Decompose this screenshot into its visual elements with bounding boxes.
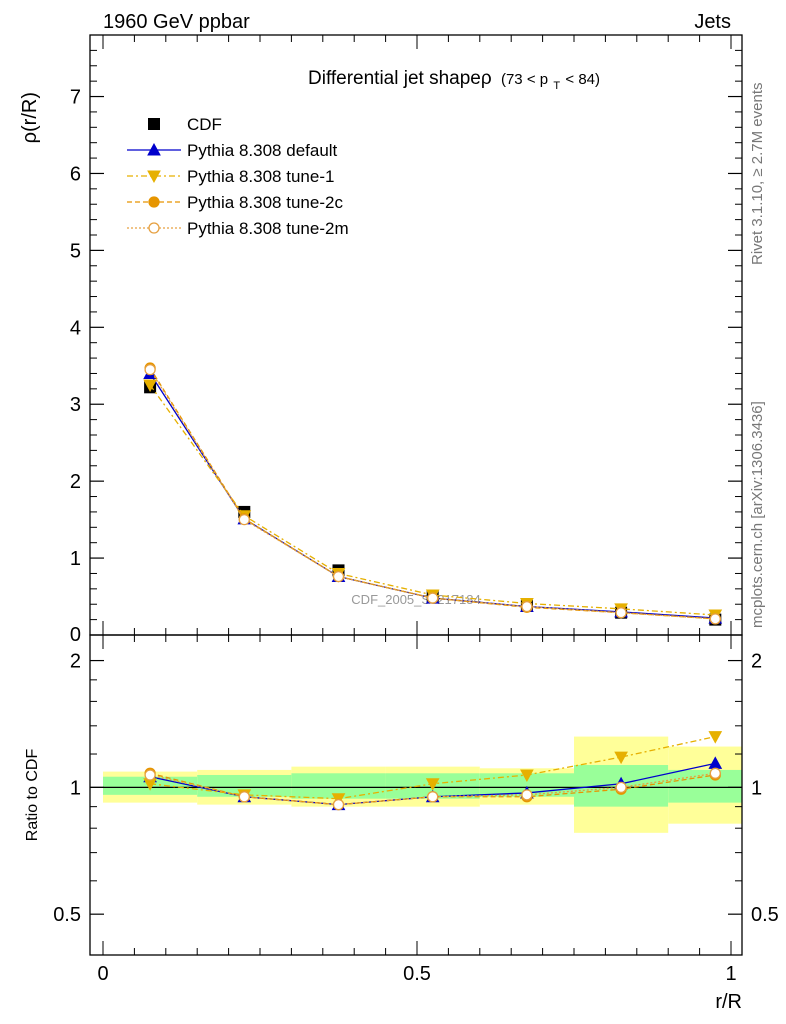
series-line bbox=[149, 369, 716, 620]
main-plot-title-text: Differential jet shapeρ bbox=[308, 68, 492, 89]
ratio-ytick-label: 0.5 bbox=[53, 904, 81, 926]
main-ytick-label: 0 bbox=[70, 624, 81, 646]
ratio-series-marker bbox=[615, 781, 627, 794]
ratio-plot-panel: Ratio to CDF r/R 0.5 0.5 1 1 2 2 0 0.5 1 bbox=[24, 634, 779, 1013]
series-marker bbox=[427, 592, 439, 604]
ratio-plot-xlabel: r/R bbox=[715, 991, 742, 1013]
ratio-xtick-label: 0 bbox=[97, 963, 108, 985]
main-plot-title-sub: T bbox=[553, 80, 560, 92]
ratio-ytick-label: 2 bbox=[70, 651, 81, 673]
ratio-plot-frame bbox=[89, 634, 743, 956]
main-plot-title-range-end: < 84) bbox=[565, 71, 600, 88]
ratio-plot-ylabel: Ratio to CDF bbox=[24, 749, 41, 842]
legend-label: Pythia 8.308 tune-2c bbox=[187, 193, 343, 212]
ratio-ytick-label-right: 0.5 bbox=[751, 904, 779, 926]
ratio-series-marker bbox=[708, 731, 723, 744]
legend: CDF Pythia 8.308 default Pythia 8.308 tune… bbox=[127, 115, 349, 238]
ratio-ytick-label-right: 2 bbox=[751, 651, 762, 673]
ratio-series-marker bbox=[238, 791, 250, 803]
legend-label: Pythia 8.308 tune-2m bbox=[187, 219, 349, 238]
legend-label: Pythia 8.308 default bbox=[187, 141, 338, 160]
legend-marker bbox=[148, 222, 160, 234]
source-label: mcplots.cern.ch [arXiv:1306.3436] bbox=[749, 401, 766, 628]
legend-label: Pythia 8.308 tune-1 bbox=[187, 167, 334, 186]
legend-marker-cdf bbox=[148, 118, 160, 130]
legend-marker bbox=[147, 170, 161, 184]
ratio-xtick-label: 1 bbox=[725, 963, 736, 985]
series-marker bbox=[238, 513, 250, 526]
ratio-series-marker bbox=[425, 778, 440, 791]
series-marker bbox=[615, 607, 627, 619]
rivet-version-label: Rivet 3.1.10, ≥ 2.7M events bbox=[749, 83, 766, 266]
main-ytick-label: 5 bbox=[70, 240, 81, 262]
series-line bbox=[149, 373, 716, 619]
uncertainty-band-inner bbox=[668, 769, 742, 803]
series-marker bbox=[332, 570, 345, 583]
main-plot-title-range: (73 < p bbox=[501, 71, 548, 88]
main-ytick-label: 3 bbox=[70, 394, 81, 416]
main-ytick-label: 1 bbox=[70, 548, 81, 570]
ratio-ytick-label: 1 bbox=[70, 777, 81, 799]
ratio-series-marker bbox=[144, 769, 156, 781]
ratio-ytick-label-right: 1 bbox=[751, 777, 762, 799]
header-category-label: Jets bbox=[694, 11, 731, 33]
main-plot-panel: ρ(r/R) CDF_2005_S6217184 Differential je… bbox=[19, 34, 743, 646]
main-plot-ylabel: ρ(r/R) bbox=[19, 92, 41, 143]
main-ytick-label: 7 bbox=[70, 87, 81, 109]
ratio-xtick-label: 0.5 bbox=[403, 963, 431, 985]
ratio-series-marker bbox=[427, 791, 439, 803]
main-ytick-label: 2 bbox=[70, 471, 81, 493]
header-energy-label: 1960 GeV ppbar bbox=[103, 11, 250, 33]
series-line bbox=[149, 367, 716, 620]
main-plot-title: Differential jet shapeρ (73 < p T < 84) bbox=[308, 68, 600, 94]
ratio-series-marker bbox=[520, 769, 534, 783]
legend-marker bbox=[147, 142, 161, 156]
legend-label: CDF bbox=[187, 115, 222, 134]
main-ytick-label: 4 bbox=[70, 317, 81, 339]
series-marker bbox=[144, 363, 156, 376]
ratio-series-marker bbox=[709, 767, 721, 779]
legend-marker bbox=[148, 196, 160, 208]
ratio-series-marker bbox=[521, 789, 533, 801]
ratio-series-marker bbox=[614, 751, 628, 765]
ratio-series-marker bbox=[332, 798, 345, 811]
series-line bbox=[149, 384, 716, 616]
series-marker bbox=[521, 600, 533, 613]
main-plot-watermark: CDF_2005_S6217184 bbox=[351, 592, 480, 607]
main-ytick-label: 6 bbox=[70, 163, 81, 185]
series-marker bbox=[709, 613, 721, 625]
series-marker bbox=[143, 379, 157, 393]
